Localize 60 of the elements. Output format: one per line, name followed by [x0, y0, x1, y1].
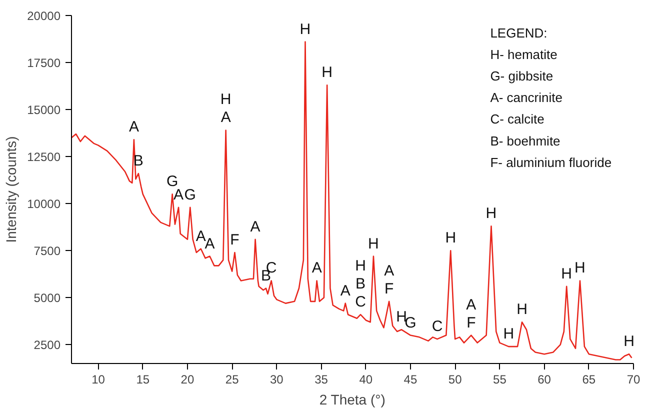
annotation: H- hematite [490, 46, 558, 62]
y-tick-label: 20000 [27, 9, 61, 23]
annotation: H [561, 265, 572, 282]
annotation: F [384, 280, 394, 298]
y-tick-label: 10000 [27, 197, 61, 212]
annotation: C- calcite [490, 112, 544, 127]
annotation: A [312, 260, 322, 277]
annotation: A [128, 118, 139, 136]
x-tick-label: 15 [136, 372, 150, 386]
annotation: G [404, 314, 416, 332]
annotation: H [300, 20, 311, 38]
annotation: H [574, 260, 586, 277]
annotation: A [384, 262, 394, 280]
x-tick-label: 60 [538, 372, 552, 386]
annotation: A [250, 218, 260, 236]
x-tick-label: 35 [314, 372, 328, 386]
y-tick-label: 5000 [34, 291, 61, 306]
annotation: H [322, 64, 333, 82]
x-tick-label: 50 [448, 372, 462, 386]
line-series [72, 41, 632, 360]
annotation: H [503, 326, 514, 343]
annotation: A [220, 109, 231, 126]
x-tick-label: 45 [404, 372, 418, 386]
annotation: C [355, 294, 366, 311]
annotation: B- boehmite [490, 133, 560, 148]
annotation: G [184, 186, 196, 204]
x-tick-label: 30 [270, 372, 284, 386]
annotation: H [486, 205, 497, 222]
x-tick-label: 20 [180, 372, 194, 386]
annotation: A- cancrinite [490, 90, 562, 106]
annotation: LEGEND: [490, 25, 548, 40]
y-tick-label: 15000 [27, 103, 61, 118]
y-tick-label: 12500 [27, 150, 61, 164]
annotation: A [196, 228, 206, 245]
x-tick-label: 10 [92, 372, 106, 386]
annotation: H [220, 91, 232, 108]
y-tick-label: 17500 [27, 56, 61, 70]
y-tick-label: 2500 [34, 338, 61, 352]
annotation: F [230, 232, 240, 249]
x-axis-title: 2 Theta (°) [319, 392, 386, 408]
y-axis-title: Intensity (counts) [3, 136, 20, 243]
annotation: A [204, 235, 215, 252]
annotation: H [624, 333, 634, 350]
annotation: A [466, 296, 476, 314]
annotation: A [340, 282, 350, 300]
annotation: G- gibbsite [490, 68, 554, 84]
annotation: H [516, 301, 528, 318]
annotation: F- aluminium fluoride [490, 154, 612, 170]
x-tick-label: 40 [359, 372, 373, 386]
annotation: B [356, 276, 366, 293]
annotation: H [355, 258, 366, 275]
annotation: C [432, 318, 443, 336]
x-tick-label: 55 [493, 372, 507, 386]
x-tick-label: 65 [582, 372, 596, 386]
x-tick-label: 25 [225, 372, 240, 386]
annotation: H [368, 235, 379, 252]
y-tick-label: 7500 [34, 244, 61, 258]
x-tick-label: 70 [626, 372, 640, 386]
annotation: H [445, 230, 456, 247]
annotation: F [466, 314, 476, 332]
